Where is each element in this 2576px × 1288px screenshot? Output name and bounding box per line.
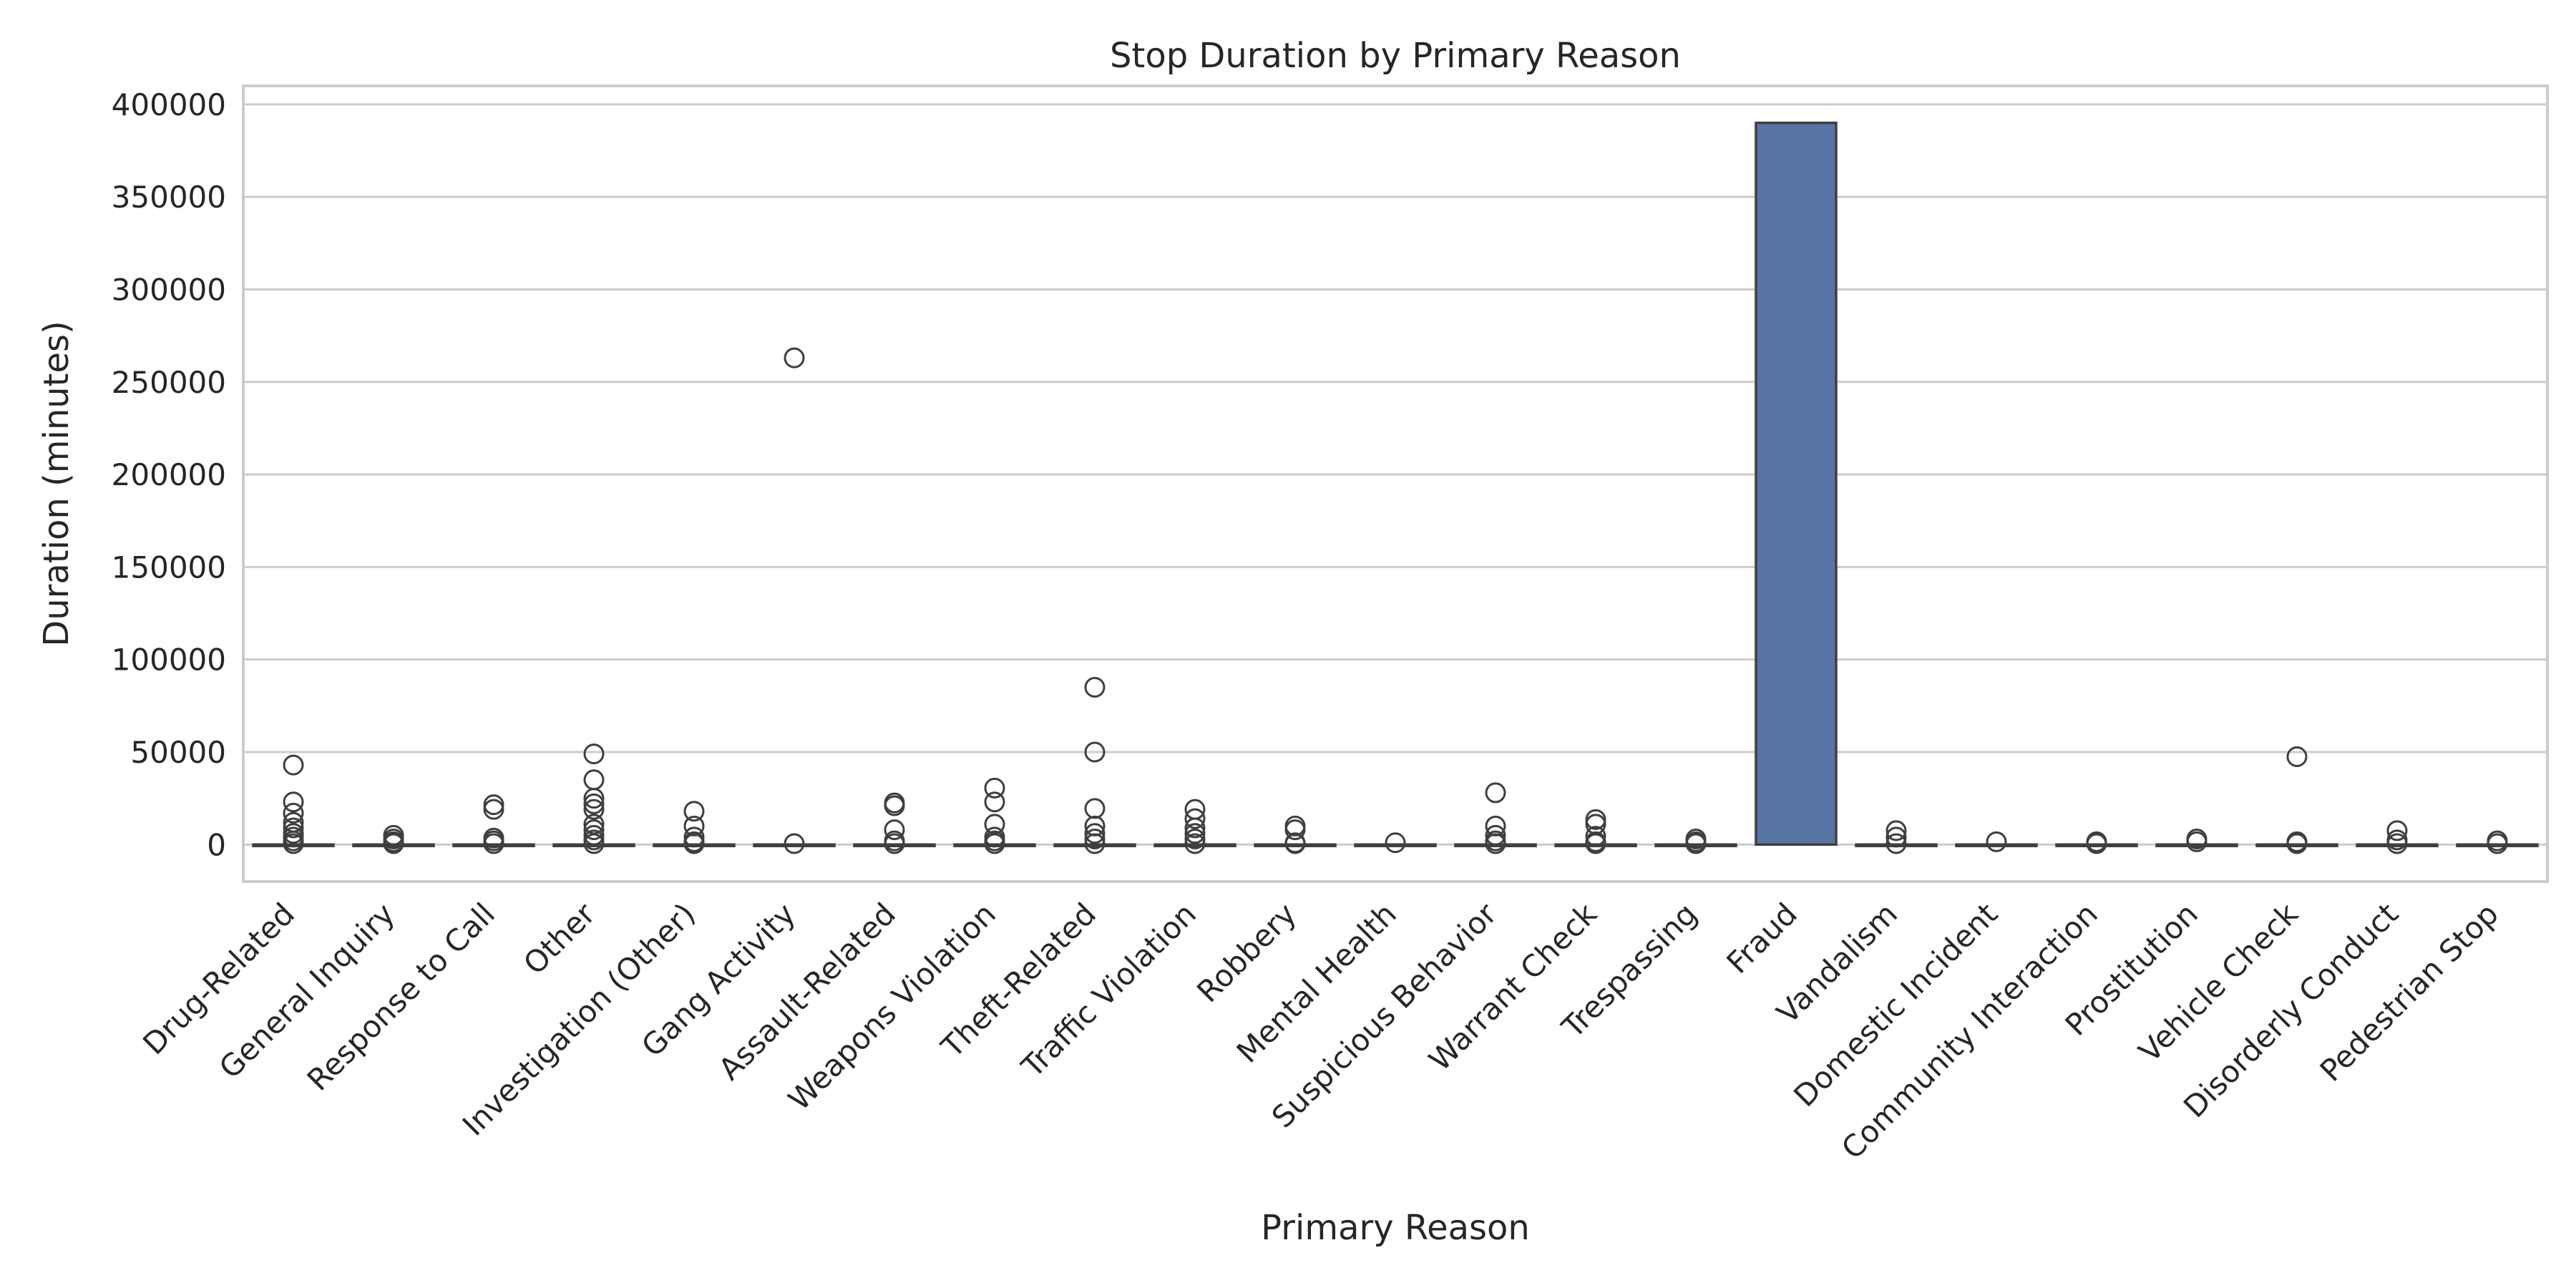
outlier-point (1585, 833, 1606, 854)
outlier-point (1284, 833, 1306, 854)
y-tick-label: 100000 (112, 643, 226, 678)
outlier-point (1885, 820, 1907, 841)
outlier-point (1084, 741, 1106, 763)
x-tick-label: Traffic Violation (1015, 896, 1203, 1084)
x-tick-label: General Inquiry (213, 896, 401, 1085)
outlier-point (1585, 809, 1606, 830)
outlier-point (2086, 833, 2107, 854)
y-tick-label: 50000 (130, 735, 226, 770)
y-tick-label: 400000 (112, 87, 226, 122)
x-tick-label: Other (517, 896, 602, 981)
outlier-point (583, 793, 605, 814)
x-tick-label: Response to Call (301, 896, 502, 1097)
outlier-point (1084, 676, 1106, 698)
outlier-point (1184, 823, 1206, 844)
y-tick-label: 150000 (112, 550, 226, 585)
outlier-point (2386, 820, 2408, 841)
outlier-point (283, 833, 304, 854)
outlier-point (1284, 819, 1306, 841)
outlier-point (984, 833, 1005, 854)
outlier-point (483, 794, 504, 816)
x-tick-label: Pedestrian Stop (2313, 896, 2505, 1088)
outlier-point (1485, 782, 1506, 804)
outlier-point (784, 833, 805, 854)
x-axis-label: Primary Reason (1261, 1208, 1530, 1248)
outlier-point (2386, 833, 2408, 854)
outlier-point (283, 754, 304, 776)
outlier-point (1084, 829, 1106, 850)
outlier-point (1184, 817, 1206, 839)
outlier-point (1485, 833, 1506, 854)
outlier-point (1885, 826, 1907, 848)
outlier-point (1685, 833, 1707, 854)
outlier-point (884, 795, 905, 816)
outlier-point (583, 824, 605, 846)
outlier-point (1585, 826, 1606, 847)
outlier-point (2286, 833, 2308, 854)
y-tick-label: 350000 (112, 180, 226, 215)
outlier-point (583, 769, 605, 791)
outlier-point (483, 833, 504, 854)
outlier-point (984, 791, 1005, 813)
outlier-point (1084, 798, 1106, 819)
outlier-point (884, 833, 905, 854)
y-tick-labels: 0 50000 100000 150000 200000 250000 300000 3500… (112, 87, 226, 862)
boxes (252, 121, 2539, 854)
x-tick-label: Assault-Related (712, 896, 902, 1086)
outlier-point (1084, 833, 1106, 854)
y-tick-label: 300000 (112, 272, 226, 307)
outlier-point (1385, 832, 1406, 854)
outlier-point (2186, 831, 2207, 852)
y-tick-label: 200000 (112, 457, 226, 492)
outlier-point (583, 788, 605, 809)
y-tick-label: 250000 (112, 365, 226, 400)
outlier-point (984, 777, 1005, 799)
outlier-point (1184, 829, 1206, 850)
outlier-point (683, 826, 705, 848)
outlier-point (683, 801, 705, 822)
outlier-point (1485, 824, 1506, 846)
outlier-point (2286, 746, 2308, 767)
outlier-point (1184, 808, 1206, 829)
outlier-point (283, 817, 304, 839)
outlier-point (884, 819, 905, 841)
chart-title: Stop Duration by Primary Reason (1110, 36, 1681, 76)
grid-lines (243, 103, 2547, 846)
outlier-point (583, 819, 605, 841)
outlier-point (683, 833, 705, 854)
box (1755, 121, 1838, 847)
outlier-point (583, 799, 605, 820)
outlier-point (583, 833, 605, 854)
outlier-point (2487, 833, 2508, 854)
outlier-point (1084, 823, 1106, 844)
outlier-point (583, 743, 605, 765)
x-tick-label: Warrant Check (1422, 896, 1604, 1078)
outlier-point (283, 791, 304, 813)
y-axis-label: Duration (minutes) (36, 321, 77, 646)
outlier-point (483, 799, 504, 820)
outlier-point (383, 833, 404, 854)
outlier-point (1885, 833, 1907, 854)
x-tick-label: Fraud (1719, 896, 1804, 980)
plot-frame (242, 84, 2549, 883)
outlier-point (784, 347, 805, 369)
outlier-point (283, 802, 304, 824)
outlier-point (1986, 831, 2007, 852)
y-tick-label: 0 (207, 827, 226, 862)
outlier-point (1184, 833, 1206, 854)
